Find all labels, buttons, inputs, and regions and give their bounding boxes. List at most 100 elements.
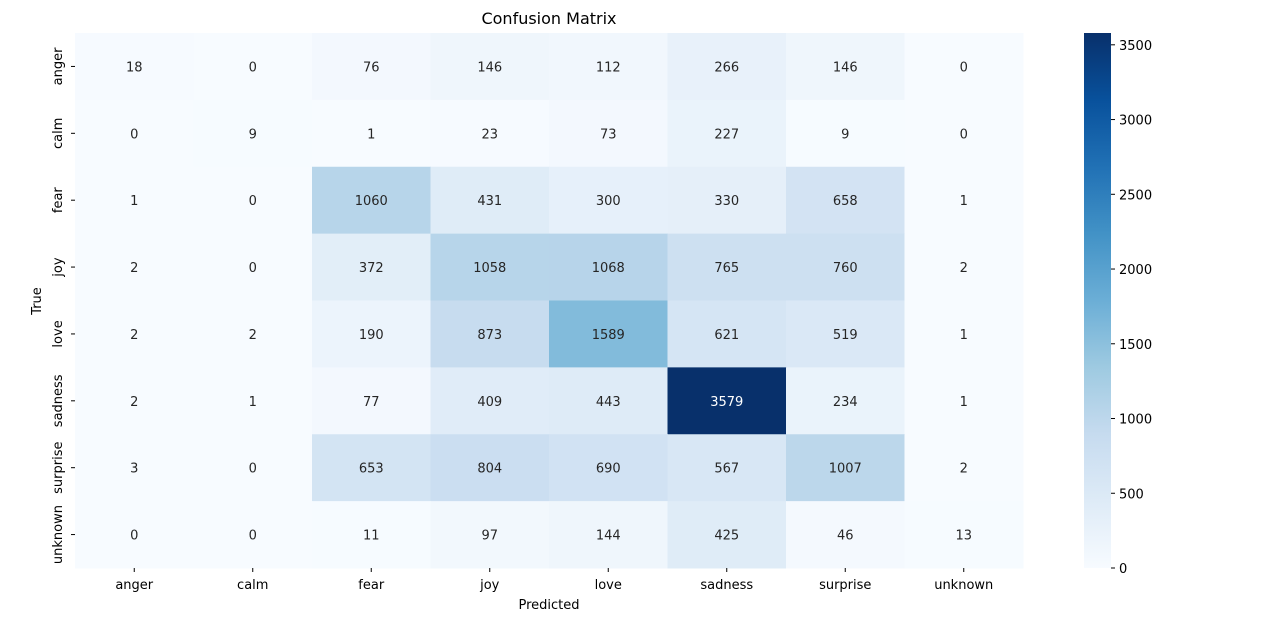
cell-value-label: 443: [596, 395, 621, 410]
heatmap-cell: [904, 233, 1024, 301]
y-tick-label: fear: [51, 187, 66, 214]
x-tick-label: anger: [115, 578, 153, 593]
cell-value-label: 1: [960, 194, 968, 209]
cell-value-label: 266: [714, 60, 739, 75]
heatmap-cell: [193, 300, 313, 368]
cell-value-label: 425: [714, 529, 739, 544]
cell-value-label: 690: [596, 462, 621, 477]
cell-value-label: 300: [596, 194, 621, 209]
heatmap-cell: [549, 166, 668, 235]
x-tick-label: joy: [479, 578, 500, 593]
cell-value-label: 0: [249, 462, 257, 477]
cell-value-label: 9: [841, 127, 849, 142]
heatmap-cell: [193, 33, 313, 101]
heatmap-cell: [786, 367, 905, 435]
cell-value-label: 567: [714, 462, 739, 477]
colorbar-tick-label: 1500: [1119, 338, 1152, 353]
x-axis-label: Predicted: [518, 598, 579, 613]
heatmap-cell: [75, 233, 194, 301]
cell-value-label: 1058: [473, 261, 506, 276]
heatmap-cell: [193, 233, 313, 301]
heatmap-cell: [904, 501, 1024, 569]
cell-value-label: 621: [714, 328, 739, 343]
heatmap-cell: [193, 434, 313, 502]
y-tick-label: surprise: [51, 442, 66, 494]
heatmap-cell: [549, 434, 668, 502]
cell-value-label: 1068: [592, 261, 625, 276]
heatmap-cell: [193, 99, 313, 168]
colorbar: [1084, 33, 1111, 568]
y-tick-label: unknown: [51, 505, 66, 564]
cell-value-label: 372: [359, 261, 384, 276]
heatmap-cell: [430, 99, 550, 168]
heatmap-cell: [312, 99, 431, 168]
heatmap-cell: [667, 434, 787, 502]
heatmap-cell: [904, 33, 1024, 101]
heatmap-cell: [904, 367, 1024, 435]
heatmap-cell: [312, 434, 431, 502]
chart-title: Confusion Matrix: [481, 9, 616, 28]
cell-value-label: 234: [833, 395, 858, 410]
heatmap-cell: [430, 166, 550, 235]
y-tick-label: sadness: [51, 374, 66, 427]
cell-value-label: 765: [714, 261, 739, 276]
heatmap-cell: [75, 166, 194, 235]
heatmap-cell: [75, 501, 194, 569]
heatmap-cell: [430, 434, 550, 502]
heatmap-cell: [904, 300, 1024, 368]
heatmap-cell: [667, 233, 787, 301]
cell-value-label: 2: [960, 261, 968, 276]
heatmap-cell: [75, 33, 194, 101]
heatmap-cell: [193, 367, 313, 435]
heatmap-cell: [312, 33, 431, 101]
cell-value-label: 2: [130, 395, 138, 410]
cell-value-label: 1: [249, 395, 257, 410]
y-tick-label: joy: [51, 257, 66, 278]
cell-value-label: 9: [249, 127, 257, 142]
cell-value-label: 0: [249, 529, 257, 544]
heatmap-cell: [667, 33, 787, 101]
cell-value-label: 1007: [829, 462, 862, 477]
cell-value-label: 1060: [355, 194, 388, 209]
heatmap-cell: [430, 233, 550, 301]
cell-value-label: 3579: [710, 395, 743, 410]
cell-value-label: 46: [837, 529, 854, 544]
x-tick-label: calm: [237, 578, 268, 593]
heatmap-cell: [786, 166, 905, 235]
heatmap-cell: [312, 233, 431, 301]
cell-value-label: 190: [359, 328, 384, 343]
colorbar-tick-label: 1000: [1119, 413, 1152, 428]
heatmap-cell: [667, 501, 787, 569]
cell-value-label: 0: [249, 194, 257, 209]
heatmap-cell: [786, 434, 905, 502]
cell-value-label: 2: [249, 328, 257, 343]
cell-value-label: 0: [249, 261, 257, 276]
x-tick-label: unknown: [934, 578, 993, 593]
heatmap-cell: [549, 367, 668, 435]
colorbar-tick-label: 0: [1119, 562, 1127, 577]
cell-value-label: 97: [481, 529, 498, 544]
cell-value-label: 1: [960, 328, 968, 343]
x-tick-label: fear: [358, 578, 385, 593]
heatmap-cell: [786, 33, 905, 101]
cell-value-label: 519: [833, 328, 858, 343]
colorbar-tick-label: 500: [1119, 487, 1144, 502]
heatmap-cell: [667, 99, 787, 168]
cell-value-label: 1589: [592, 328, 625, 343]
heatmap-cell: [430, 300, 550, 368]
cell-value-label: 431: [477, 194, 502, 209]
heatmap-cell: [786, 300, 905, 368]
colorbar-tick-label: 2500: [1119, 188, 1152, 203]
cell-value-label: 330: [714, 194, 739, 209]
colorbar-tick-label: 3000: [1119, 114, 1152, 129]
heatmap-cell: [549, 300, 668, 368]
cell-value-label: 658: [833, 194, 858, 209]
heatmap-cell: [549, 99, 668, 168]
heatmap-cell: [904, 99, 1024, 168]
x-tick-label: surprise: [819, 578, 871, 593]
heatmap-cell: [312, 367, 431, 435]
y-tick-label: love: [51, 320, 66, 347]
cell-value-label: 1: [367, 127, 375, 142]
x-axis-ticks: anger calm fear joy love sadness surprise unkno…: [115, 568, 993, 593]
